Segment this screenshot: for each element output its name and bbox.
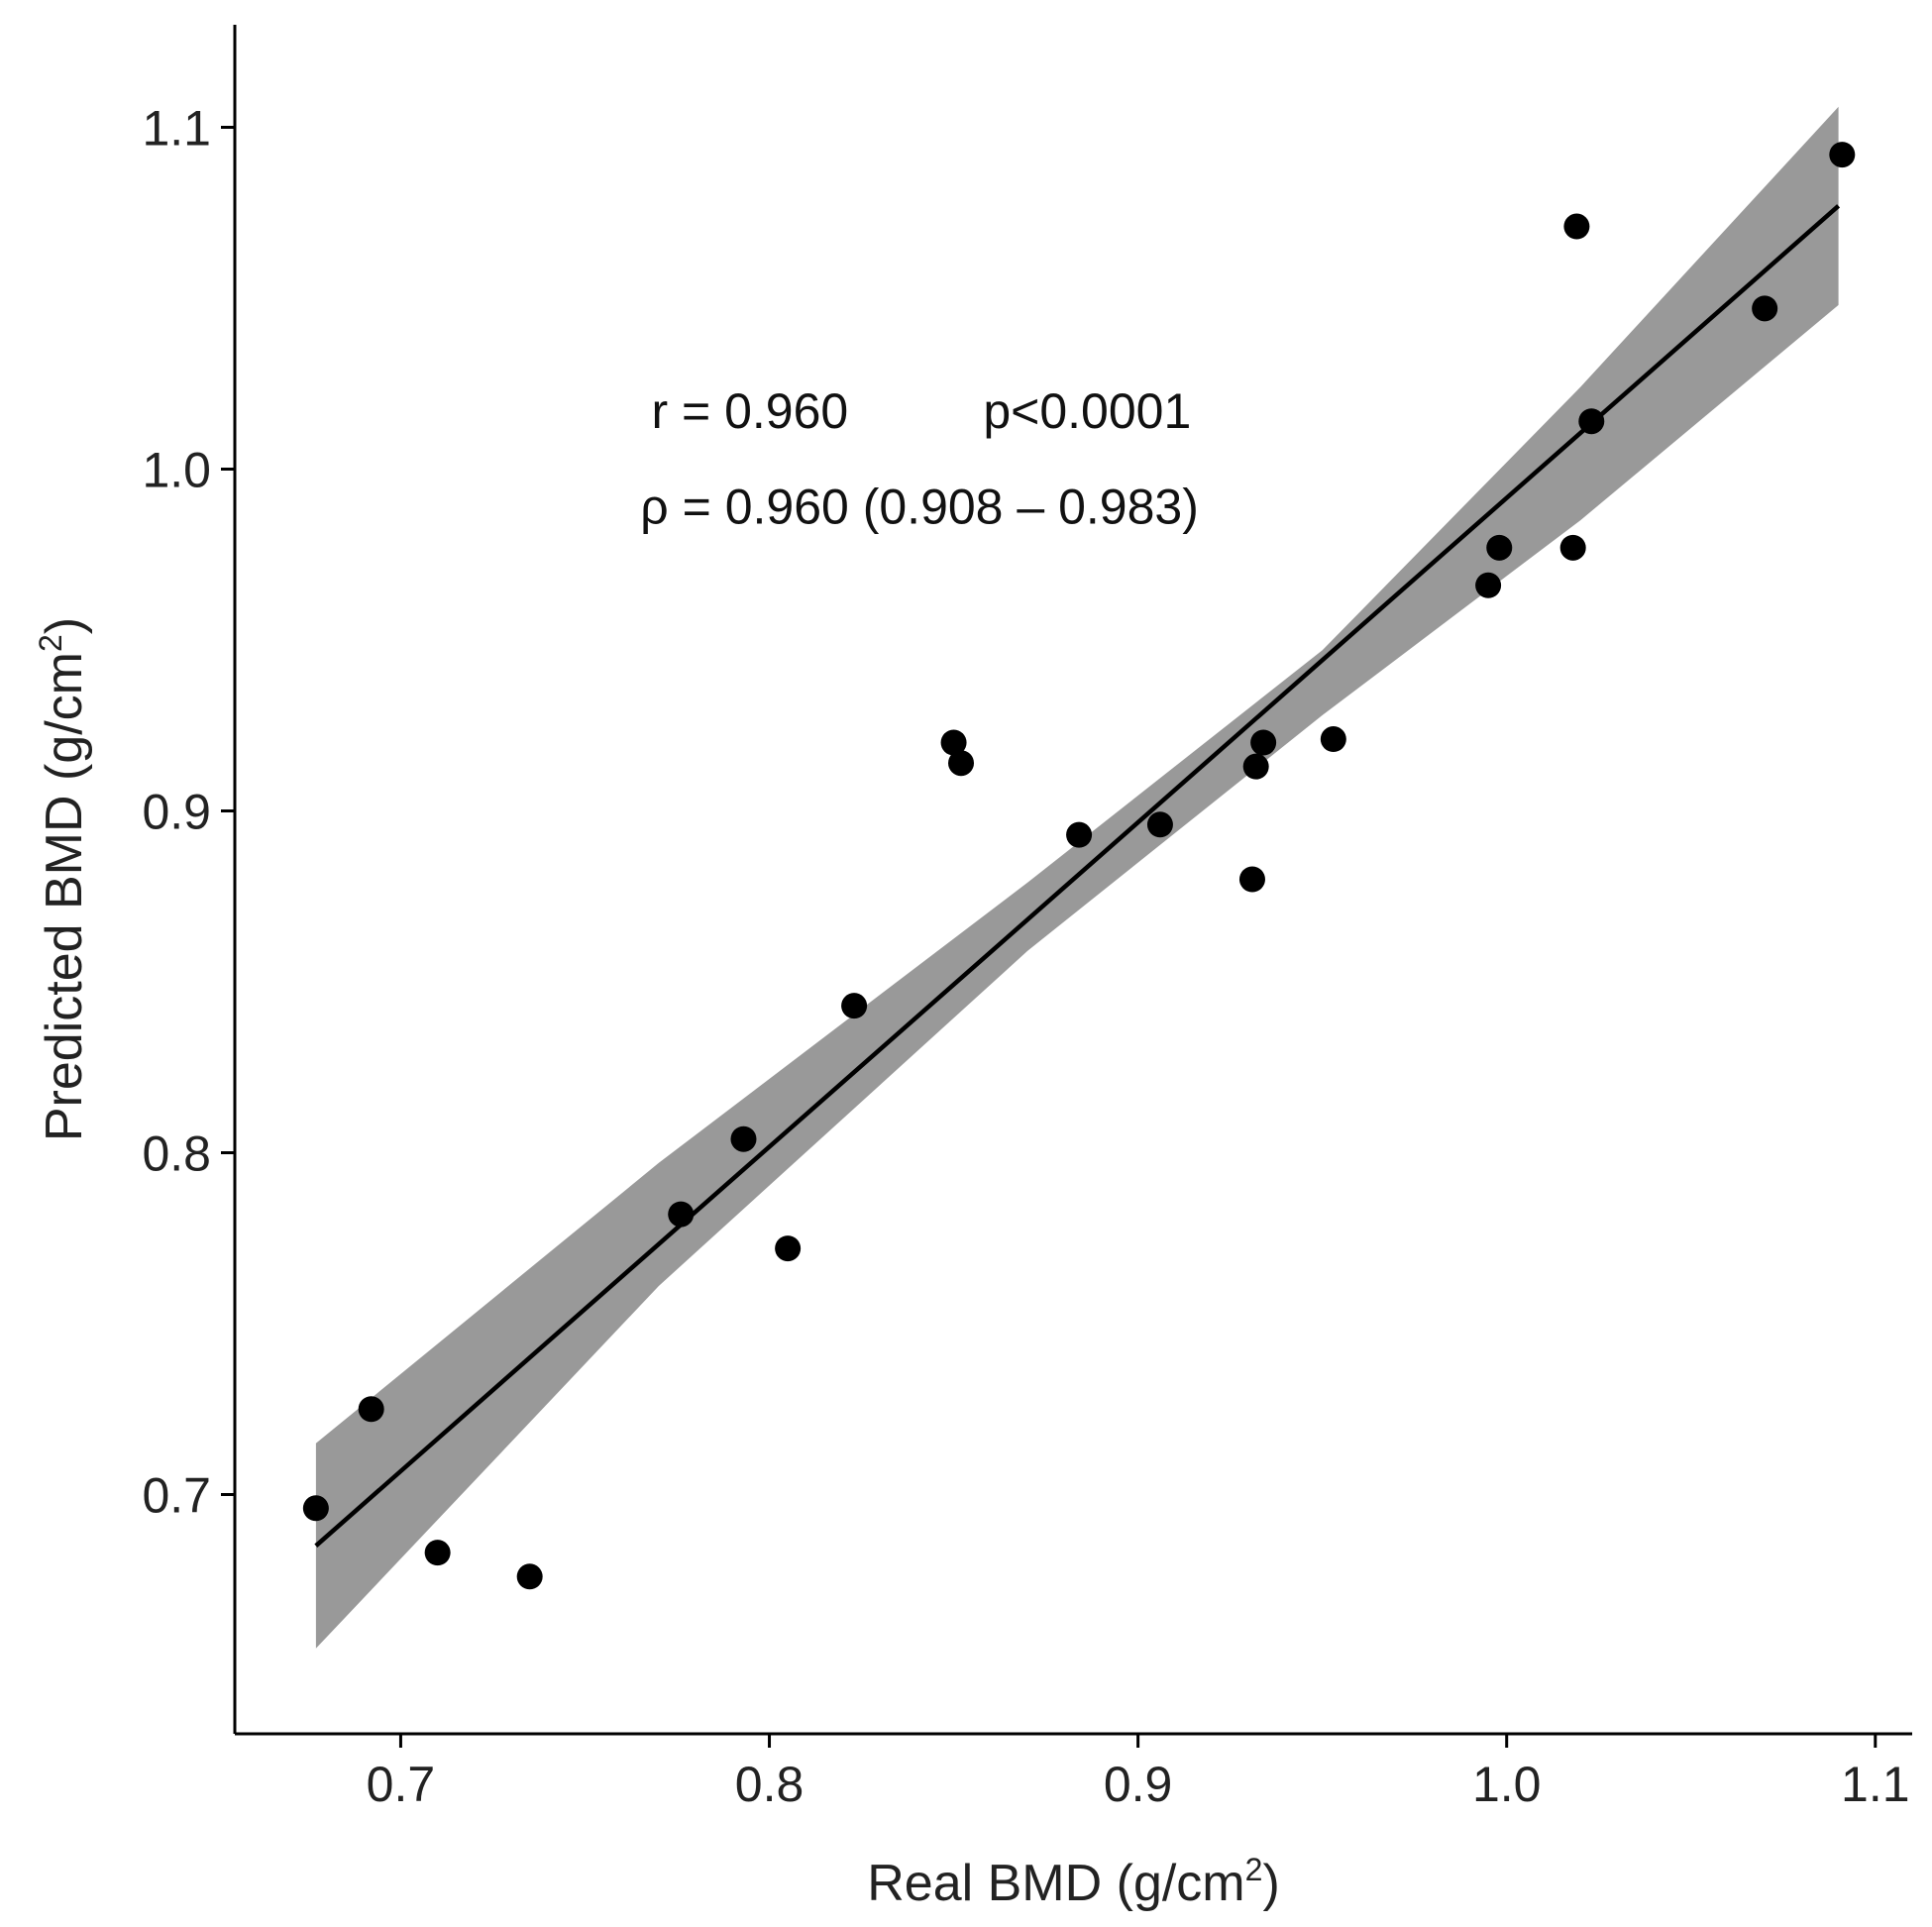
data-point xyxy=(668,1201,695,1228)
data-point xyxy=(1066,821,1093,848)
y-tick-label: 1.1 xyxy=(142,101,211,157)
data-point xyxy=(1475,572,1502,598)
data-point xyxy=(940,729,967,756)
y-axis-title-sup: 2 xyxy=(33,634,68,652)
p-value-annotation: p<0.0001 xyxy=(983,383,1191,439)
annotations-layer: r = 0.960 p<0.0001 ρ = 0.960 (0.908 – 0.… xyxy=(640,383,1199,535)
data-points-layer xyxy=(302,142,1856,1590)
x-axis-title-close: ) xyxy=(1262,1855,1279,1912)
data-point xyxy=(1486,534,1513,561)
data-point xyxy=(1578,408,1605,435)
data-point xyxy=(424,1540,451,1566)
data-point xyxy=(1146,811,1173,838)
x-axis-title-sup: 2 xyxy=(1245,1852,1263,1887)
data-point xyxy=(516,1563,543,1590)
y-tick-label: 1.0 xyxy=(142,443,211,498)
data-point xyxy=(775,1235,802,1262)
data-point xyxy=(1752,295,1778,322)
y-tick-label: 0.7 xyxy=(142,1468,211,1524)
data-point xyxy=(730,1125,757,1152)
x-tick-label: 1.1 xyxy=(1841,1757,1910,1812)
data-point xyxy=(948,750,975,777)
data-point xyxy=(358,1396,384,1423)
x-tick-label: 0.8 xyxy=(735,1757,805,1812)
correlation-r-annotation: r = 0.960 xyxy=(651,383,848,439)
y-tick-label: 0.8 xyxy=(142,1126,211,1182)
data-point xyxy=(1238,866,1265,893)
x-axis-title: Real BMD (g/cm2) xyxy=(867,1852,1280,1912)
data-point xyxy=(1559,534,1586,561)
data-point xyxy=(1242,753,1269,780)
data-point xyxy=(1829,142,1856,168)
y-axis-title: Predicted BMD (g/cm2) xyxy=(33,617,93,1141)
x-tick-label: 0.9 xyxy=(1104,1757,1173,1812)
y-axis-title-main: Predicted BMD (g/cm xyxy=(36,652,93,1141)
x-tick-label: 0.7 xyxy=(367,1757,436,1812)
y-tick-label: 0.9 xyxy=(142,785,211,840)
data-point xyxy=(1250,729,1277,756)
data-point xyxy=(1320,726,1346,753)
ticks-layer: 0.7 0.8 0.9 1.0 1.1 0.7 0.8 0.9 1.0 1.1 xyxy=(142,101,1909,1813)
data-point xyxy=(302,1495,329,1522)
x-axis-title-main: Real BMD (g/cm xyxy=(867,1855,1244,1912)
data-point xyxy=(1563,213,1590,240)
axes-layer xyxy=(233,25,1912,1736)
data-point xyxy=(841,993,868,1019)
y-axis-title-close: ) xyxy=(36,617,93,634)
x-tick-label: 1.0 xyxy=(1472,1757,1542,1812)
rho-annotation: ρ = 0.960 (0.908 – 0.983) xyxy=(640,480,1199,535)
